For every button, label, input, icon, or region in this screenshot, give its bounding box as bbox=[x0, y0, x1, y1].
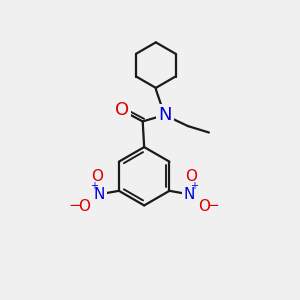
Text: N: N bbox=[158, 106, 171, 124]
Text: O: O bbox=[186, 169, 198, 184]
Text: +: + bbox=[190, 181, 199, 191]
Text: −: − bbox=[69, 199, 82, 214]
Text: +: + bbox=[90, 181, 98, 191]
Text: N: N bbox=[93, 187, 105, 202]
Text: N: N bbox=[184, 187, 195, 202]
Text: O: O bbox=[91, 169, 103, 184]
Text: O: O bbox=[115, 101, 129, 119]
Text: O: O bbox=[78, 199, 90, 214]
Text: −: − bbox=[207, 199, 220, 214]
Text: O: O bbox=[198, 199, 210, 214]
